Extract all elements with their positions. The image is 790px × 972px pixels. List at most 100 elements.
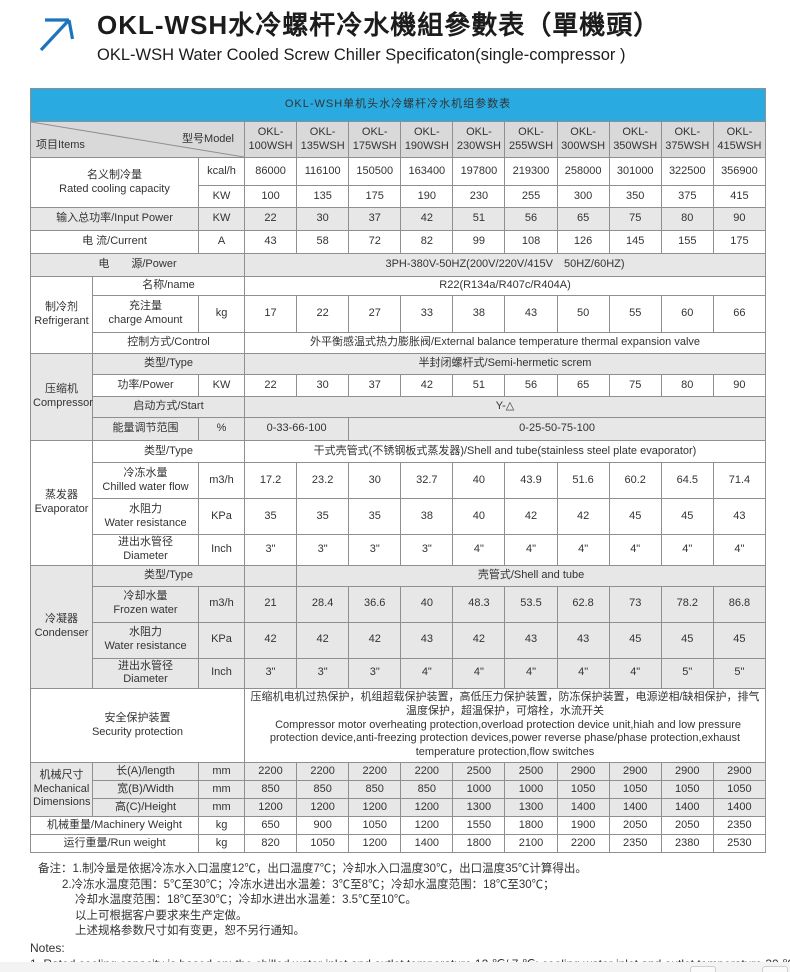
row-length: 机械尺寸 Mechanical Dimensions 长(A)/length mm 2… bbox=[30, 762, 767, 817]
value-cell: 43 bbox=[712, 498, 767, 535]
value-cell: 50 bbox=[556, 295, 610, 333]
value-cell: 1400 bbox=[556, 798, 610, 817]
row-power-supply: 电 源/Power 3PH-380V-50HZ(200V/220V/415V 50… bbox=[30, 253, 766, 277]
value-cell: 1400 bbox=[400, 834, 454, 853]
value-cell: 2200 bbox=[556, 834, 610, 853]
value-cell: 3" bbox=[400, 534, 454, 566]
value-cell: 190 bbox=[400, 185, 454, 208]
security-text-cell: 压缩机电机过热保护，机组超载保护装置，高低压力保护装置，防冻保护装置，电源逆相/… bbox=[244, 688, 766, 763]
value-cell: 53.5 bbox=[504, 585, 558, 623]
row-label-run-weight: 运行重量/Run weight bbox=[30, 834, 199, 853]
row-label-height: 高(C)/Height bbox=[92, 798, 199, 817]
row-label-width: 宽(B)/Width bbox=[92, 780, 199, 799]
row-evaporator-type: 蒸发器 Evaporator 类型/Type 干式壳管式(不锈钢板式蒸发器)/She… bbox=[30, 440, 766, 566]
value-cell: 42 bbox=[296, 621, 350, 659]
value-cell: 2200 bbox=[348, 762, 402, 781]
value-cell: 1050 bbox=[296, 834, 350, 853]
value-cell: 56 bbox=[504, 207, 558, 231]
unit-cell: m3/h bbox=[198, 585, 245, 623]
value-cell: 42 bbox=[556, 498, 610, 535]
value-cell: 2100 bbox=[504, 834, 558, 853]
value-cell: 4" bbox=[504, 657, 558, 689]
value-cell: 2900 bbox=[556, 762, 610, 781]
model-header: OKL- 230WSH bbox=[452, 121, 506, 158]
value-cell: 126 bbox=[556, 230, 610, 254]
row-current: 电 流/Current A 43 58 72 82 99 108 126 145 155 175 bbox=[30, 230, 767, 254]
row-label-evaporator-type: 类型/Type bbox=[92, 440, 245, 463]
value-cell: 820 bbox=[243, 834, 298, 853]
row-cooling-capacity-kw: KW 100 135 175 190 230 255 300 350 375 415 bbox=[31, 185, 767, 208]
value-cell: 197800 bbox=[452, 157, 506, 186]
unit-cell: mm bbox=[198, 780, 245, 799]
merged-value-cell: 3PH-380V-50HZ(200V/220V/415V 50HZ/60HZ) bbox=[244, 253, 766, 277]
value-cell: 2900 bbox=[660, 762, 714, 781]
value-cell: 45 bbox=[608, 498, 662, 535]
value-cell: 255 bbox=[504, 185, 558, 208]
value-cell: 37 bbox=[348, 374, 402, 397]
value-cell: 48.3 bbox=[452, 585, 506, 623]
specification-table: OKL-WSH单机头水冷螺杆冷水机组参数表 项目Items 型号Model OKL- … bbox=[30, 88, 767, 853]
value-cell: 38 bbox=[452, 295, 506, 333]
row-model-header: 项目Items 型号Model OKL- 100WSH OKL- 135WSH OKL-… bbox=[30, 121, 767, 158]
value-cell: 4" bbox=[712, 534, 767, 566]
value-cell: 1400 bbox=[608, 798, 662, 817]
value-cell: 850 bbox=[243, 780, 298, 799]
value-cell: 1050 bbox=[348, 816, 402, 835]
row-evaporator-diameter: 进出水管径 Diameter Inch 3" 3" 3" 3" 4" 4" 4" 4" 4" 4" bbox=[31, 534, 767, 566]
value-cell: 72 bbox=[348, 230, 402, 254]
page-title: OKL-WSH水冷螺杆冷水機組參數表（單機頭） bbox=[97, 10, 661, 40]
unit-cell: kg bbox=[198, 816, 245, 835]
value-cell: 3" bbox=[348, 657, 402, 689]
note-line: 2.冷冻水温度范围：5℃至30℃；冷冻水进出水温差：3℃至8℃；冷却水温度范围：… bbox=[62, 878, 555, 891]
model-header: OKL- 190WSH bbox=[400, 121, 454, 158]
value-cell: 42 bbox=[400, 207, 454, 231]
merged-value-cell: 0-33-66-100 bbox=[243, 417, 350, 441]
arrow-up-right-logo-icon bbox=[39, 18, 75, 52]
row-start-mode: 启动方式/Start Y-△ bbox=[31, 396, 766, 418]
value-cell: 23.2 bbox=[296, 462, 350, 499]
row-label-water-resistance: 水阻力 Water resistance bbox=[92, 498, 199, 535]
model-header: OKL- 100WSH bbox=[243, 121, 298, 158]
row-compressor-power: 功率/Power KW 22 30 37 42 51 56 65 75 80 90 bbox=[31, 374, 767, 397]
row-label-diameter: 进出水管径 Diameter bbox=[92, 534, 199, 566]
row-chilled-water-flow: 冷冻水量 Chilled water flow m3/h 17.2 23.2 30 32.… bbox=[31, 462, 767, 499]
row-condenser-water-resistance: 水阻力 Water resistance KPa 42 42 42 43 42 43 43 45 4… bbox=[31, 621, 767, 659]
value-cell: 322500 bbox=[660, 157, 714, 186]
page-bottom-strip bbox=[0, 962, 790, 972]
row-label-charge-amount: 充注量 charge Amount bbox=[92, 295, 199, 333]
value-cell: 30 bbox=[296, 207, 350, 231]
value-cell: 145 bbox=[608, 230, 662, 254]
unit-cell: % bbox=[198, 417, 245, 441]
group-label-evaporator: 蒸发器 Evaporator bbox=[30, 440, 93, 566]
row-security-protection: 安全保护装置 Security protection 压缩机电机过热保护，机组超载… bbox=[30, 688, 766, 763]
value-cell: 350 bbox=[608, 185, 662, 208]
row-input-power: 输入总功率/Input Power KW 22 30 37 42 51 56 65 75 80 90 bbox=[30, 207, 767, 231]
merged-value-cell: 外平衡感温式热力膨胀阀/External balance temperature… bbox=[244, 332, 766, 354]
row-label-length: 长(A)/length bbox=[92, 762, 199, 781]
value-cell: 86.8 bbox=[712, 585, 767, 623]
value-cell: 65 bbox=[556, 207, 610, 231]
value-cell: 36.6 bbox=[348, 585, 402, 623]
merged-value-cell: 半封闭螺杆式/Semi-hermetic screm bbox=[244, 353, 766, 375]
value-cell: 1200 bbox=[296, 798, 350, 817]
row-label-chilled-water-flow: 冷冻水量 Chilled water flow bbox=[92, 462, 199, 499]
value-cell: 3" bbox=[348, 534, 402, 566]
note-line: 以上可根据客户要求来生产定做。 bbox=[75, 909, 248, 922]
row-label-start: 启动方式/Start bbox=[92, 396, 245, 418]
value-cell: 2500 bbox=[452, 762, 506, 781]
value-cell: 17 bbox=[243, 295, 298, 333]
value-cell: 415 bbox=[712, 185, 767, 208]
value-cell: 135 bbox=[296, 185, 350, 208]
value-cell: 850 bbox=[400, 780, 454, 799]
unit-cell: KPa bbox=[198, 498, 245, 535]
value-cell: 4" bbox=[608, 534, 662, 566]
value-cell: 301000 bbox=[608, 157, 662, 186]
value-cell: 175 bbox=[712, 230, 767, 254]
value-cell: 86000 bbox=[243, 157, 298, 186]
value-cell: 45 bbox=[608, 621, 662, 659]
value-cell: 35 bbox=[296, 498, 350, 535]
value-cell: 4" bbox=[556, 657, 610, 689]
note-line: 上述规格参数尺寸如有变更，恕不另行通知。 bbox=[75, 925, 305, 937]
unit-cell: kg bbox=[198, 295, 245, 333]
value-cell: 42 bbox=[452, 621, 506, 659]
